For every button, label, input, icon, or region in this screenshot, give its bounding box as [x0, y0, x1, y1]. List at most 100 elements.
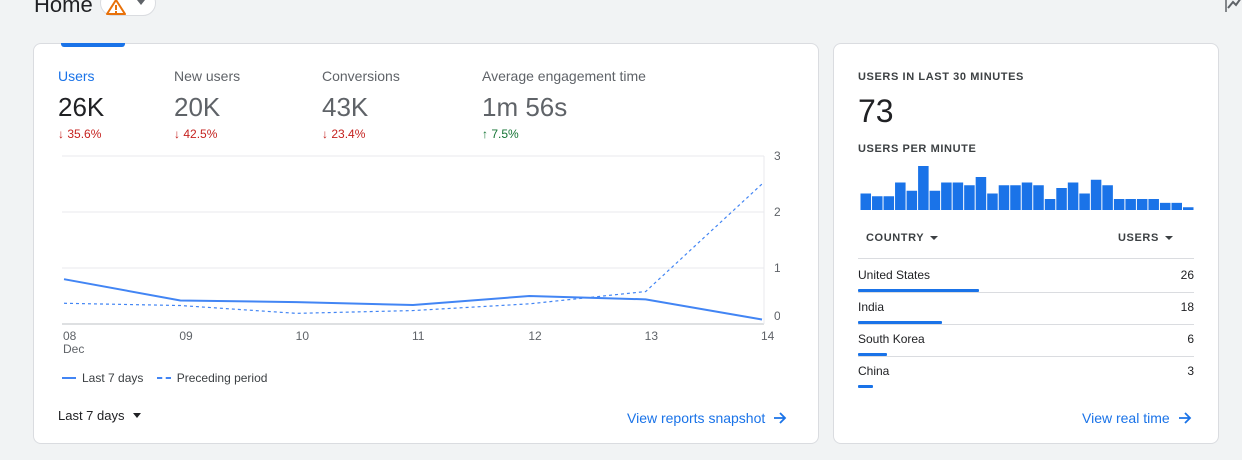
minute-bar	[941, 182, 952, 210]
metric-change: ↓ 23.4%	[322, 127, 366, 141]
metric-tab-engagement-time[interactable]: Average engagement time 1m 56s ↑ 7.5%	[482, 68, 646, 141]
metric-value: 43K	[322, 92, 369, 122]
metric-change: ↓ 42.5%	[174, 127, 218, 141]
x-tick-label: 14	[761, 329, 775, 343]
metric-change: ↑ 7.5%	[482, 127, 519, 141]
date-range-label: Last 7 days	[58, 408, 125, 423]
view-real-time-link[interactable]: View real time	[1082, 410, 1192, 426]
minute-bar	[1044, 199, 1056, 210]
minute-bar	[987, 193, 998, 210]
minute-bar	[1102, 185, 1113, 210]
metric-value: 26K	[58, 92, 105, 122]
row-divider	[858, 292, 1194, 293]
arrow-down-icon: ↓	[322, 127, 328, 141]
x-tick-label: 11	[412, 329, 425, 343]
series-line-current	[63, 278, 763, 321]
realtime-users-value: 73	[858, 93, 894, 129]
metric-label: Conversions	[322, 68, 400, 84]
minute-bar	[964, 185, 975, 210]
metric-tab-users[interactable]: Users 26K ↓ 35.6%	[58, 68, 104, 141]
y-tick-label: 0	[774, 309, 780, 323]
x-tick-label: 13	[645, 329, 659, 343]
warning-icon	[106, 0, 126, 15]
active-tab-indicator	[61, 43, 125, 47]
realtime-card	[833, 43, 1219, 444]
data-quality-chip[interactable]	[100, 0, 156, 16]
country-column-header[interactable]: COUNTRY	[866, 232, 939, 244]
users-line-chart: 30K 20K 10K 0 08 09 10 11 12 13 14 Dec	[62, 149, 780, 356]
arrow-down-icon: ↓	[174, 127, 180, 141]
country-name: India	[858, 300, 885, 314]
users-per-minute-chart	[860, 166, 1194, 210]
country-users: 26	[1180, 268, 1194, 282]
minute-bar	[1056, 188, 1067, 210]
country-share-bar	[858, 385, 873, 388]
minute-bar	[895, 182, 906, 210]
arrow-up-icon: ↑	[482, 127, 488, 141]
caret-down-icon	[930, 236, 939, 240]
x-tick-label: 09	[179, 329, 193, 343]
minute-bar	[906, 190, 918, 210]
caret-down-icon	[1164, 236, 1173, 240]
minute-bar	[998, 185, 1010, 210]
country-row[interactable]: China 3	[858, 356, 1194, 388]
legend-item-previous[interactable]: Preceding period	[156, 371, 267, 385]
row-divider	[858, 356, 1194, 357]
date-range-dropdown[interactable]: Last 7 days	[58, 408, 141, 423]
metric-value: 20K	[174, 92, 221, 122]
country-name: China	[858, 364, 890, 378]
series-line-preceding	[63, 183, 763, 314]
trending-icon[interactable]	[1224, 0, 1242, 12]
minute-bar	[1136, 199, 1148, 210]
row-divider	[858, 324, 1194, 325]
minute-bar	[1021, 182, 1033, 210]
minute-bar	[929, 190, 941, 210]
realtime-users-label: USERS IN LAST 30 MINUTES	[858, 71, 1024, 83]
minute-bar	[1148, 199, 1159, 210]
metric-tab-conversions[interactable]: Conversions 43K ↓ 23.4%	[322, 68, 400, 141]
legend-item-current[interactable]: Last 7 days	[62, 371, 143, 385]
country-share-bar	[858, 289, 979, 292]
country-share-bar	[858, 353, 887, 356]
minute-bar	[860, 193, 872, 210]
country-name: South Korea	[858, 332, 925, 346]
users-column-header[interactable]: USERS	[1118, 232, 1173, 244]
minute-bar	[1010, 185, 1021, 210]
minute-bar	[883, 196, 895, 210]
minute-bar	[975, 177, 987, 210]
minute-bar	[1125, 199, 1136, 210]
country-row[interactable]: South Korea 6	[858, 324, 1194, 357]
minute-bar	[918, 166, 929, 210]
minute-bar	[952, 182, 964, 210]
y-tick-label: 20K	[774, 205, 780, 219]
x-tick-label: 10	[296, 329, 310, 343]
minute-bar	[1090, 179, 1102, 210]
country-users: 3	[1187, 364, 1194, 378]
users-per-minute-label: USERS PER MINUTE	[858, 143, 977, 155]
minute-bar	[872, 196, 883, 210]
country-users: 18	[1180, 300, 1194, 314]
x-tick-label: 12	[528, 329, 542, 343]
arrow-down-icon: ↓	[58, 127, 64, 141]
x-tick-label: 08	[63, 329, 77, 343]
page-title: Home	[34, 0, 93, 17]
metric-value: 1m 56s	[482, 92, 568, 122]
y-tick-label: 10K	[774, 261, 780, 275]
country-row[interactable]: United States 26	[858, 260, 1194, 293]
country-name: United States	[858, 268, 931, 282]
country-users: 6	[1187, 332, 1194, 346]
chevron-down-icon	[137, 0, 145, 5]
minute-bar	[1033, 185, 1044, 210]
view-reports-snapshot-link[interactable]: View reports snapshot	[627, 410, 787, 426]
minute-bar	[1079, 193, 1090, 210]
x-tick-sublabel: Dec	[63, 342, 84, 356]
minute-bar	[1159, 202, 1171, 210]
minute-bar	[1067, 182, 1079, 210]
arrow-right-icon	[774, 412, 787, 424]
arrow-right-icon	[1178, 412, 1191, 424]
country-row[interactable]: India 18	[858, 292, 1194, 325]
chart-legend: Last 7 days Preceding period	[62, 368, 277, 385]
y-tick-label: 30K	[774, 149, 780, 163]
country-share-bar	[858, 321, 942, 324]
metric-tab-new-users[interactable]: New users 20K ↓ 42.5%	[174, 68, 240, 141]
